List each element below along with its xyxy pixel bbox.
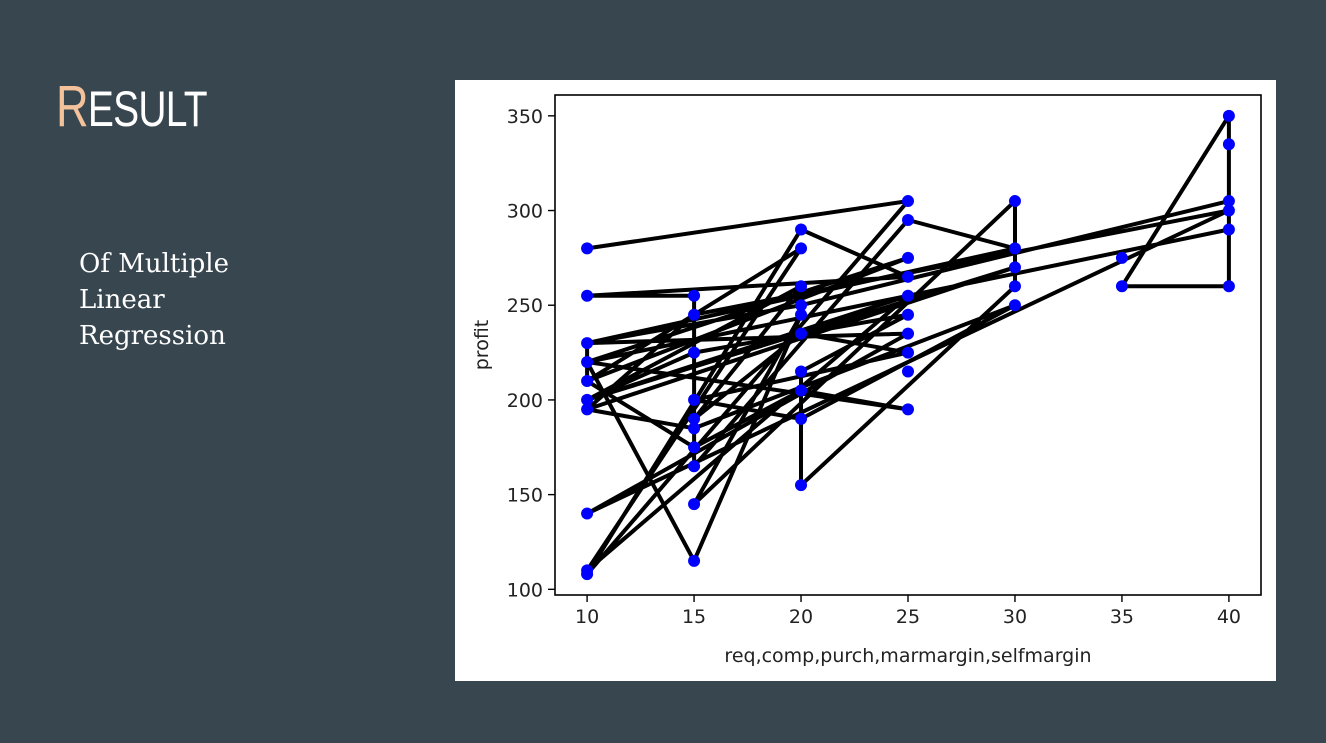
y-axis-label: profit [471, 320, 493, 371]
scatter-chart: 10 15 20 25 30 35 40 100 150 200 250 300 350 req,com… [471, 94, 1262, 667]
slide-title-rest: ESULT [87, 81, 208, 137]
chart-panel: 10 15 20 25 30 35 40 100 150 200 250 300 350 req,com… [455, 80, 1276, 681]
data-point [795, 223, 808, 236]
data-point [902, 214, 914, 226]
data-point [1115, 280, 1128, 293]
series-line [585, 113, 1231, 577]
data-point [795, 365, 808, 378]
y-tick-label: 150 [507, 485, 543, 507]
data-point [795, 308, 808, 321]
data-point [795, 299, 808, 312]
x-tick-label: 40 [1217, 606, 1241, 628]
data-point [581, 356, 594, 369]
connecting-lines [585, 113, 1231, 577]
data-point [1222, 280, 1235, 293]
data-point [688, 308, 701, 321]
data-point [1222, 109, 1235, 122]
data-point [688, 498, 701, 511]
data-point [688, 460, 701, 473]
data-point [1222, 204, 1235, 217]
data-point [688, 412, 701, 425]
slide-title: RESULT [56, 74, 208, 142]
x-tick-label: 25 [896, 606, 920, 628]
x-tick-label: 30 [1003, 606, 1027, 628]
y-tick-label: 250 [507, 295, 543, 317]
axis-ticks: 10 15 20 25 30 35 40 100 150 200 250 300 350 [507, 106, 1241, 628]
slide-body-text: Of Multiple Linear Regression [79, 249, 229, 351]
data-point [795, 479, 808, 492]
data-point [581, 289, 594, 302]
data-point [581, 242, 594, 255]
data-point [688, 346, 701, 359]
data-point [902, 346, 914, 359]
data-point [688, 554, 701, 567]
data-point [795, 384, 808, 397]
data-point [795, 412, 808, 425]
y-tick-label: 300 [507, 201, 543, 223]
data-point [581, 403, 594, 416]
data-point [688, 422, 701, 435]
x-tick-label: 15 [682, 606, 706, 628]
data-point [1008, 280, 1021, 293]
data-point [795, 280, 808, 293]
data-point [688, 289, 701, 302]
data-point [688, 393, 701, 406]
data-point [688, 441, 701, 454]
data-point [581, 507, 594, 520]
x-tick-label: 35 [1110, 606, 1134, 628]
data-point [902, 289, 914, 302]
data-point [1222, 138, 1235, 151]
data-points [581, 109, 1235, 581]
slide-title-initial: R [56, 74, 89, 139]
data-point [1222, 223, 1235, 236]
data-point [902, 195, 914, 208]
data-point [581, 337, 594, 350]
data-point [1008, 261, 1021, 274]
data-point [795, 327, 808, 340]
data-point [1222, 195, 1235, 208]
data-point [795, 242, 808, 255]
y-tick-label: 350 [507, 106, 543, 128]
y-tick-label: 200 [507, 390, 543, 412]
data-point [581, 393, 594, 406]
data-point [581, 374, 594, 387]
x-tick-label: 20 [789, 606, 813, 628]
data-point [1008, 242, 1021, 255]
data-point [581, 568, 594, 581]
x-tick-label: 10 [575, 606, 599, 628]
x-axis-label: req,comp,purch,marmargin,selfmargin [724, 645, 1091, 667]
data-point [902, 365, 914, 378]
data-point [902, 308, 914, 321]
data-point [902, 327, 914, 340]
data-point [902, 270, 914, 283]
data-point [1008, 299, 1021, 312]
data-point [1115, 251, 1128, 264]
data-point [1008, 195, 1021, 208]
data-point [902, 403, 914, 416]
y-tick-label: 100 [507, 579, 543, 601]
data-point [902, 251, 914, 264]
